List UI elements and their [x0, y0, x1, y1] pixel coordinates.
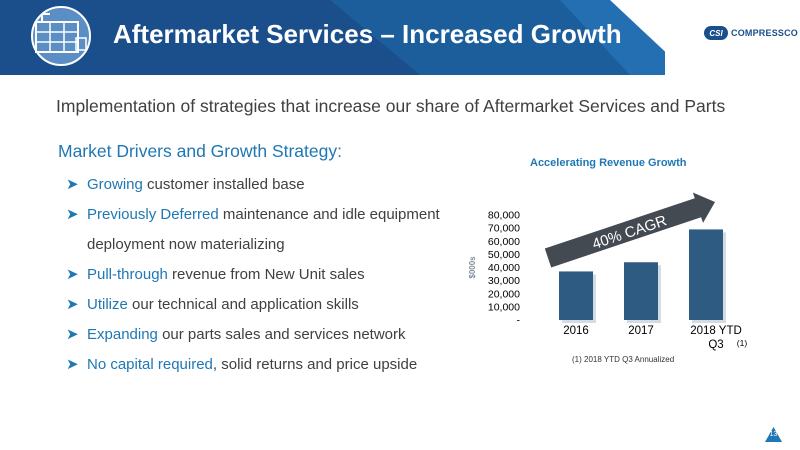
- y-axis-label: $000s: [468, 256, 477, 279]
- x-tick-label: 2016: [563, 325, 589, 337]
- section-heading: Market Drivers and Growth Strategy:: [58, 141, 342, 161]
- logo-mark: CSI: [704, 26, 728, 40]
- bullet-item: ➤ Growing customer installed base: [66, 170, 466, 200]
- y-tick-label: 30,000: [488, 275, 520, 287]
- cagr-label: 40% CAGR: [590, 212, 669, 253]
- bullet-text: customer installed base: [142, 176, 305, 193]
- cagr-arrow: [544, 192, 715, 268]
- arrow-bullet-icon: ➤: [66, 296, 79, 313]
- chart-footnote: (1) 2018 YTD Q3 Annualized: [572, 355, 675, 364]
- strategy-bullet-list: ➤ Growing customer installed base ➤ Previo…: [66, 170, 466, 380]
- revenue-bar-chart: - 10,00020,00030,00040,00050,00060,00070,…: [468, 192, 748, 351]
- arrow-bullet-icon: ➤: [66, 176, 79, 193]
- y-tick-label: 60,000: [488, 236, 520, 248]
- bullet-highlight: No capital required: [87, 356, 213, 373]
- x-tick-label: 2017: [628, 325, 654, 337]
- bullet-text: our parts sales and services network: [157, 326, 406, 343]
- arrow-bullet-icon: ➤: [66, 206, 79, 223]
- x-tick-label: Q3: [708, 339, 723, 351]
- bullet-item: ➤ Utilize our technical and application s…: [66, 290, 466, 320]
- y-tick-label: 70,000: [488, 223, 520, 235]
- bullet-highlight: Previously Deferred: [87, 206, 219, 223]
- bullet-text: our technical and application skills: [127, 296, 359, 313]
- page-number: 13: [765, 427, 782, 442]
- bar: [689, 229, 723, 320]
- category-footnote-mark: (1): [737, 338, 748, 348]
- y-tick-label: 80,000: [488, 210, 520, 222]
- company-logo: CSI COMPRESSCO LP: [704, 25, 800, 41]
- y-tick-label: -: [517, 315, 521, 327]
- bullet-item: ➤ Previously Deferred maintenance and idl…: [66, 200, 466, 260]
- bar: [624, 262, 658, 320]
- bullet-text: maintenance and idle equipment deploymen…: [87, 206, 440, 253]
- bullet-item: ➤ Expanding our parts sales and services …: [66, 320, 466, 350]
- y-tick-label: 50,000: [488, 249, 520, 261]
- y-tick-label: 10,000: [488, 301, 520, 313]
- arrow-bullet-icon: ➤: [66, 356, 79, 373]
- header-banner: [0, 0, 800, 75]
- arrow-bullet-icon: ➤: [66, 326, 79, 343]
- logo-text: COMPRESSCO LP: [731, 28, 800, 38]
- bullet-text: , solid returns and price upside: [212, 356, 418, 373]
- bullet-highlight: Expanding: [87, 326, 158, 343]
- compressor-unit-icon: [20, 6, 102, 66]
- slide-subtitle: Implementation of strategies that increa…: [56, 96, 726, 116]
- chart-title: Accelerating Revenue Growth: [530, 157, 687, 169]
- bullet-highlight: Utilize: [87, 296, 128, 313]
- page-title: Aftermarket Services – Increased Growth: [113, 19, 622, 49]
- bullet-highlight: Growing: [87, 176, 143, 193]
- y-tick-label: 20,000: [488, 288, 520, 300]
- y-tick-label: 40,000: [488, 262, 520, 274]
- bullet-highlight: Pull-through: [87, 266, 168, 283]
- bullet-item: ➤ Pull-through revenue from New Unit sale…: [66, 260, 466, 290]
- x-tick-label: 2018 YTD: [690, 325, 742, 337]
- arrow-bullet-icon: ➤: [66, 266, 79, 283]
- bar: [559, 271, 593, 320]
- bullet-item: ➤ No capital required, solid returns and …: [66, 350, 466, 380]
- bullet-text: revenue from New Unit sales: [167, 266, 365, 283]
